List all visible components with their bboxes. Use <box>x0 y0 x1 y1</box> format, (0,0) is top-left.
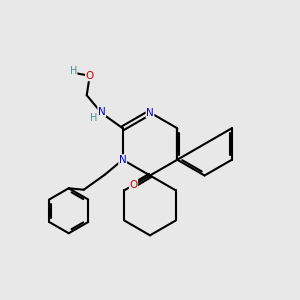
Text: O: O <box>85 71 94 81</box>
Text: H: H <box>90 113 97 123</box>
Text: N: N <box>119 155 127 165</box>
Text: H: H <box>70 66 77 76</box>
Text: N: N <box>98 107 106 117</box>
Text: N: N <box>146 107 154 118</box>
Text: O: O <box>129 179 138 190</box>
